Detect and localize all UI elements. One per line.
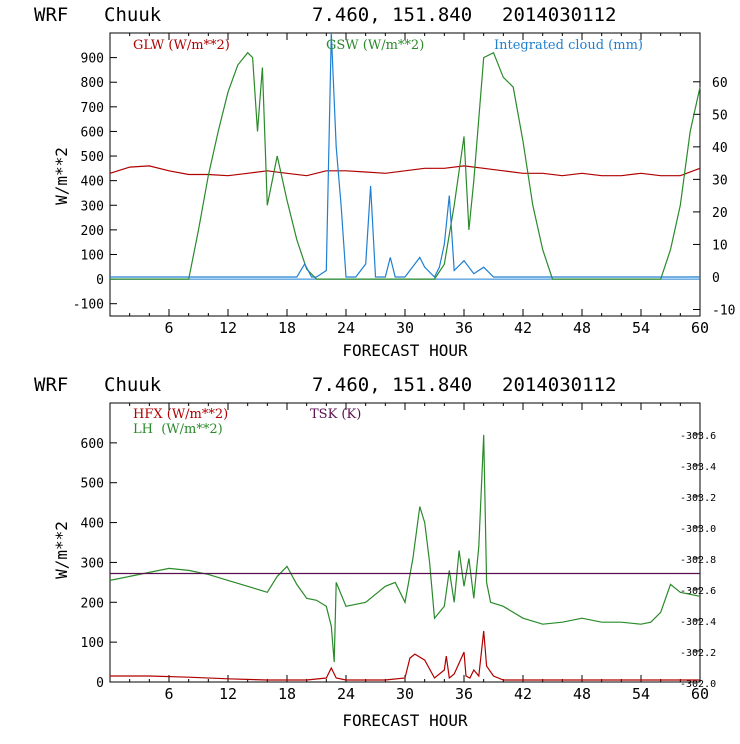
chart2-y2tick-label: -303.0 <box>680 524 716 535</box>
chart2-xtick-label: 18 <box>278 685 296 703</box>
chart1-site: Chuuk <box>104 4 162 26</box>
chart2-xtick-label: 6 <box>164 685 173 703</box>
chart2-y2tick-label: -303.2 <box>680 493 716 504</box>
chart2-axes: 6 12 18 24 30 36 42 48 54 600100200300400500600-3… <box>81 403 716 703</box>
chart2-legend-hfx: HFX (W/m**2) <box>133 407 228 422</box>
chart1-ytick-label: 400 <box>81 175 104 190</box>
chart1-xtick-label: 12 <box>219 319 237 337</box>
chart1-ytick-label: 0 <box>96 273 104 288</box>
chart1-xtick-label: 54 <box>632 319 650 337</box>
chart1-legend-glw: GLW (W/m**2) <box>133 38 230 53</box>
chart1-xtick-label: 6 <box>164 319 173 337</box>
chart2-plot-frame <box>109 402 701 683</box>
chart2-xtick-label: 30 <box>396 685 414 703</box>
chart1-y2tick-label: 0 <box>712 271 720 286</box>
chart1-legend-cloud: Integrated cloud (mm) <box>494 38 643 53</box>
chart2-series-hfx <box>110 630 700 681</box>
chart2-ylabel: W/m**2 <box>52 521 71 579</box>
chart2-xtick-label: 12 <box>219 685 237 703</box>
chart1-ytick-label: 700 <box>81 101 104 116</box>
chart1-xtick-label: 30 <box>396 319 414 337</box>
chart1-xlabel: FORECAST HOUR <box>342 341 468 360</box>
chart2-series <box>109 434 701 681</box>
chart1-series-integrated-cloud <box>110 32 700 279</box>
chart1-ytick-label: 300 <box>81 199 104 214</box>
chart2-y2tick-label: -303.6 <box>680 431 716 442</box>
chart2-series-lh <box>109 434 701 663</box>
chart2-xtick-label: 60 <box>691 685 709 703</box>
chart2-xtick-label: 24 <box>337 685 355 703</box>
chart1-ytick-label: 200 <box>81 224 104 239</box>
chart1-ytick-label: 800 <box>81 76 104 91</box>
chart1-xtick-label: 60 <box>691 319 709 337</box>
chart1-series-gsw <box>110 51 701 280</box>
chart1-ytick-label: 100 <box>81 248 104 263</box>
chart2-model: WRF <box>34 374 68 396</box>
chart2-ytick-label: 100 <box>81 636 104 651</box>
chart1-series-glw <box>109 165 701 177</box>
chart1-y2tick-label: 50 <box>712 108 728 123</box>
chart1-axes: 6 12 18 24 30 36 42 48 54 60-10001002003004005006… <box>73 33 735 337</box>
chart1-init: 2014030112 <box>502 4 616 26</box>
chart2-init: 2014030112 <box>502 374 616 396</box>
chart1-xtick-label: 36 <box>455 319 473 337</box>
chart2-y2tick-label: -303.4 <box>680 462 716 473</box>
chart1-ytick-label: -100 <box>73 298 104 313</box>
chart1-y2tick-label: 60 <box>712 76 728 91</box>
chart1-ylabel: W/m**2 <box>52 147 71 205</box>
chart1-y2tick-label: 40 <box>712 141 728 156</box>
chart1-ytick-label: 900 <box>81 52 104 67</box>
chart1-y2tick-label: 30 <box>712 173 728 188</box>
chart1-xtick-label: 42 <box>514 319 532 337</box>
chart2-ytick-label: 500 <box>81 477 104 492</box>
chart2-y2tick-label: -302.8 <box>680 555 716 566</box>
chart2-xlabel: FORECAST HOUR <box>342 711 468 730</box>
chart1-xtick-label: 18 <box>278 319 296 337</box>
chart1-ytick-label: 500 <box>81 150 104 165</box>
chart2-xtick-label: 48 <box>573 685 591 703</box>
chart1-xtick-label: 24 <box>337 319 355 337</box>
chart2-ytick-label: 600 <box>81 437 104 452</box>
chart1-y2tick-label: 10 <box>712 238 728 253</box>
chart2-ytick-label: 0 <box>96 676 104 691</box>
chart2-y2tick-label: -302.6 <box>680 586 716 597</box>
chart2-legend-tsk: TSK (K) <box>310 407 361 422</box>
chart2-xtick-label: 42 <box>514 685 532 703</box>
chart1-xtick-label: 48 <box>573 319 591 337</box>
chart2-xtick-label: 54 <box>632 685 650 703</box>
chart1-legend-gsw: GSW (W/m**2) <box>326 38 424 53</box>
chart1-model: WRF <box>34 4 68 26</box>
chart2-site: Chuuk <box>104 374 162 396</box>
chart2-ytick-label: 400 <box>81 517 104 532</box>
chart1-ytick-label: 600 <box>81 125 104 140</box>
chart1-series <box>109 32 701 280</box>
chart2-y2tick-label: -302.0 <box>680 679 716 690</box>
chart1-y2tick-label: -10 <box>712 303 735 318</box>
chart2-ytick-label: 200 <box>81 596 104 611</box>
chart2-legend-lh: LH (W/m**2) <box>133 422 223 437</box>
chart2-xtick-label: 36 <box>455 685 473 703</box>
chart2-ytick-label: 300 <box>81 556 104 571</box>
chart1-y2tick-label: 20 <box>712 206 728 221</box>
chart2-y2tick-label: -302.2 <box>680 648 716 659</box>
chart2-y2tick-label: -302.4 <box>680 617 716 628</box>
chart1-coords: 7.460, 151.840 <box>312 4 472 26</box>
chart2-coords: 7.460, 151.840 <box>312 374 472 396</box>
